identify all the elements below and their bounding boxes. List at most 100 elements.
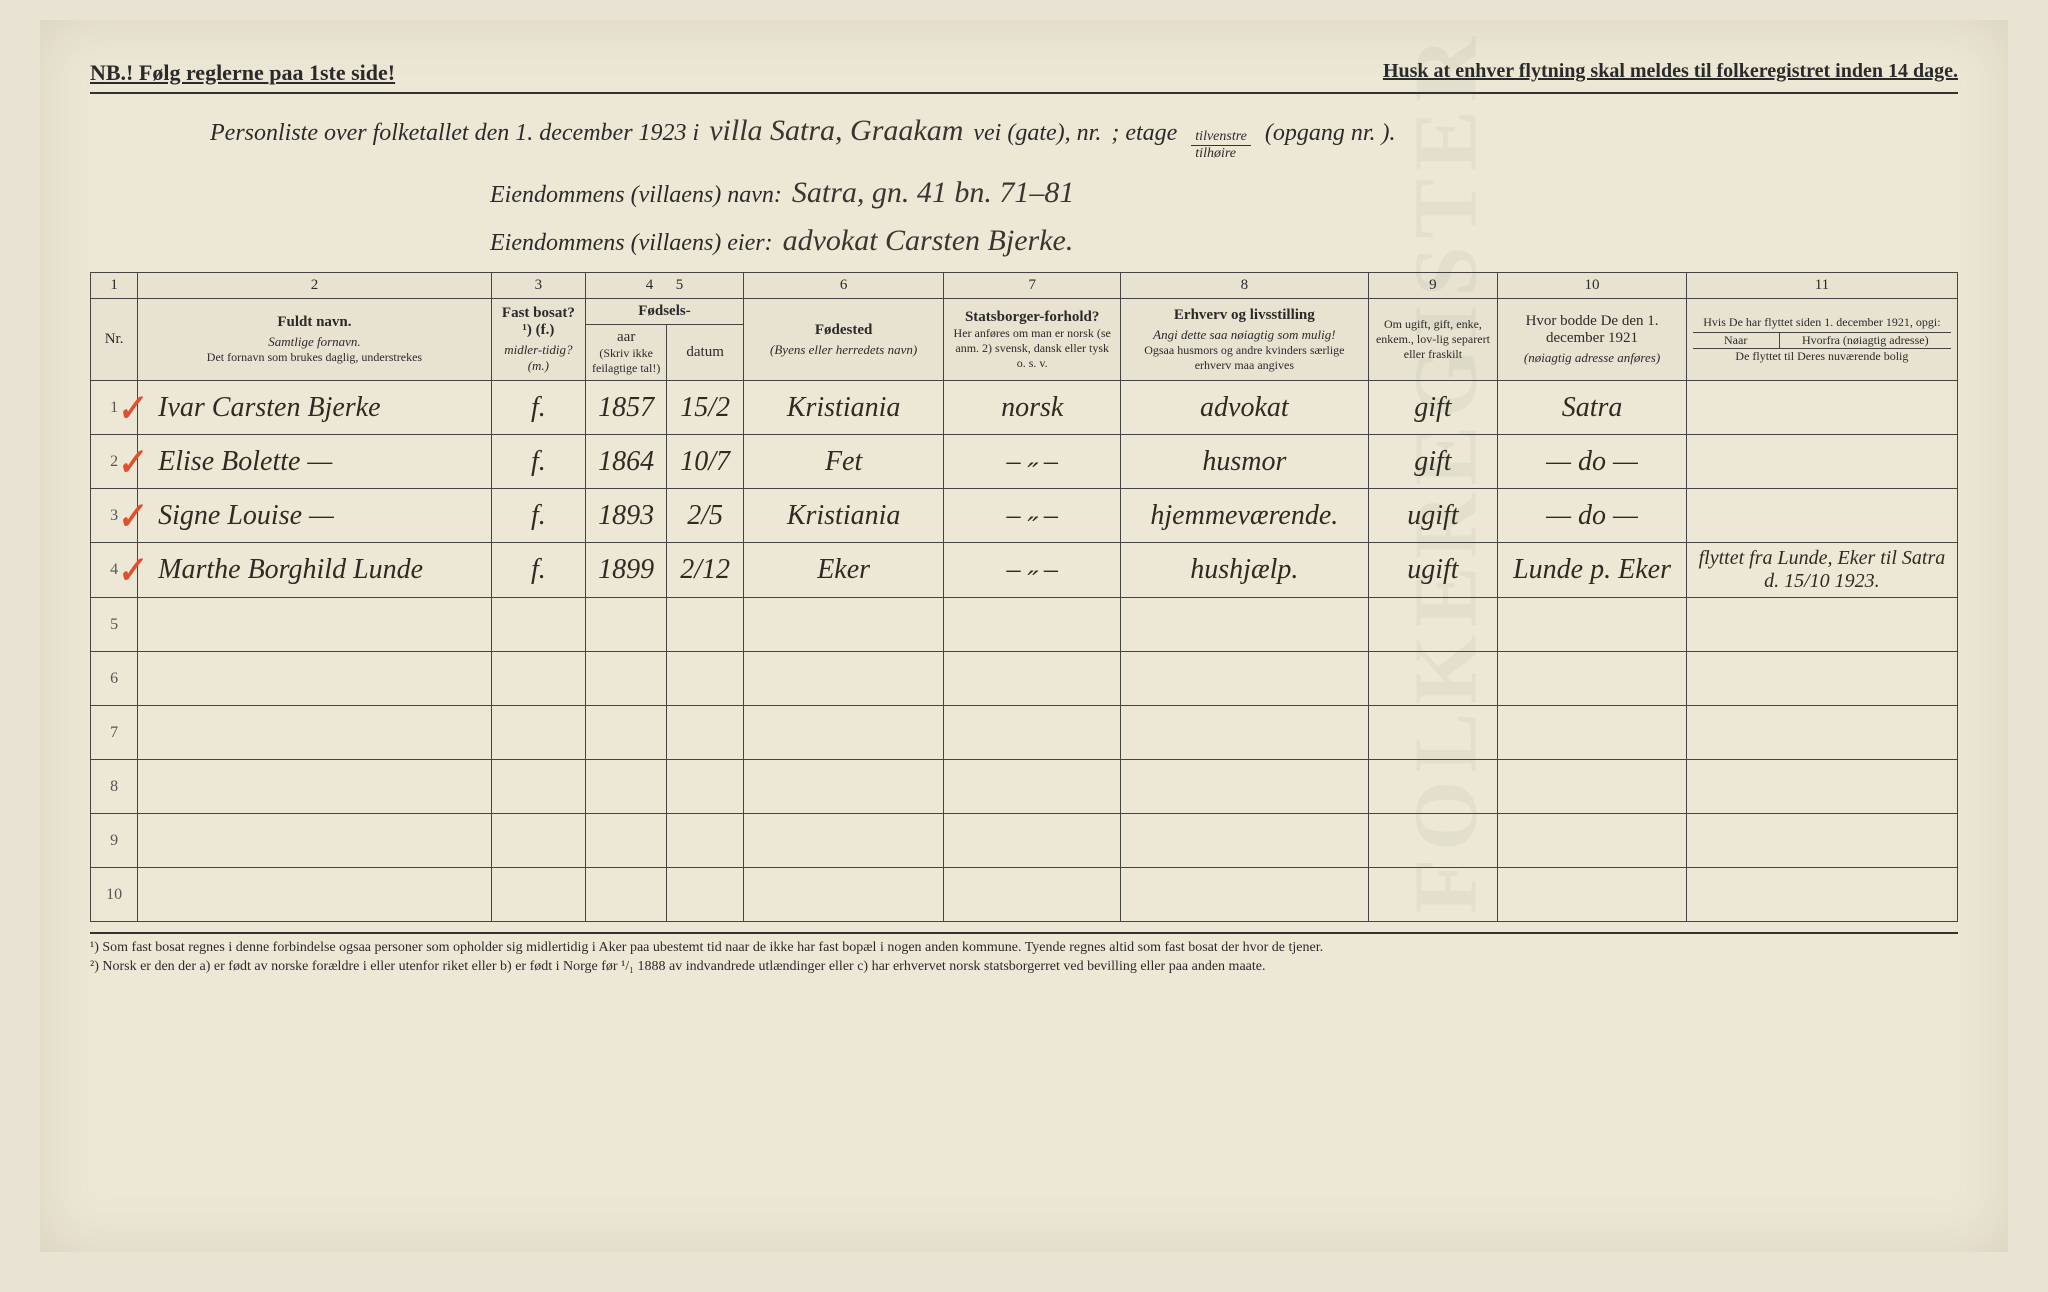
empty-cell <box>586 652 667 706</box>
empty-cell <box>1368 706 1498 760</box>
empty-cell <box>667 760 744 814</box>
cell-sted: Fet <box>743 435 943 489</box>
cell-1921: — do — <box>1498 435 1687 489</box>
cell-aar: 1893 <box>586 489 667 543</box>
empty-cell <box>944 814 1121 868</box>
empty-cell <box>491 706 585 760</box>
empty-cell <box>138 598 492 652</box>
cell-datum: 15/2 <box>667 381 744 435</box>
empty-cell <box>1686 598 1957 652</box>
empty-cell <box>944 598 1121 652</box>
empty-cell <box>743 652 943 706</box>
empty-cell <box>1686 706 1957 760</box>
empty-cell <box>491 868 585 922</box>
cell-stats: norsk <box>944 381 1121 435</box>
cell-moved: flyttet fra Lunde, Eker til Satra d. 15/… <box>1686 543 1957 598</box>
reminder-heading: Husk at enhver flytning skal meldes til … <box>1383 60 1958 86</box>
empty-cell <box>1121 706 1369 760</box>
etage-fraction: tilvenstre tilhøire <box>1191 129 1251 162</box>
empty-cell <box>743 760 943 814</box>
row-nr: 10 <box>91 868 138 922</box>
colnum: 11 <box>1686 273 1957 299</box>
empty-cell <box>586 868 667 922</box>
col-fodested: Fødested (Byens eller herredets navn) <box>743 299 943 381</box>
empty-cell <box>667 652 744 706</box>
empty-cell <box>944 652 1121 706</box>
cell-erhverv: hjemmeværende. <box>1121 489 1369 543</box>
empty-cell <box>944 868 1121 922</box>
col-1921: Hvor bodde De den 1. december 1921 (nøia… <box>1498 299 1687 381</box>
empty-cell <box>491 760 585 814</box>
cell-datum: 2/12 <box>667 543 744 598</box>
cell-gift: gift <box>1368 435 1498 489</box>
header-street-hand: villa Satra, Graakam <box>709 114 963 148</box>
table-row-empty: 6 <box>91 652 1958 706</box>
empty-cell <box>491 652 585 706</box>
row-nr: 8 <box>91 760 138 814</box>
header-line3-label: Eiendommens (villaens) eier: <box>490 230 773 257</box>
check-mark-icon: ✓ <box>113 549 147 593</box>
empty-cell <box>1368 868 1498 922</box>
table-row-empty: 7 <box>91 706 1958 760</box>
header-line2-label: Eiendommens (villaens) navn: <box>490 182 782 209</box>
col-fodsels: Fødsels- <box>586 299 744 325</box>
empty-cell <box>1368 814 1498 868</box>
empty-cell <box>1498 868 1687 922</box>
empty-cell <box>586 760 667 814</box>
empty-cell <box>1121 598 1369 652</box>
footnote-1: ¹) Som fast bosat regnes i denne forbind… <box>90 940 1958 956</box>
cell-gift: ugift <box>1368 489 1498 543</box>
empty-cell <box>743 706 943 760</box>
header-line1d: (opgang nr. ). <box>1265 120 1396 147</box>
check-mark-icon: ✓ <box>113 441 147 485</box>
empty-cell <box>586 598 667 652</box>
cell-sted: Kristiania <box>743 489 943 543</box>
col-nr: Nr. <box>91 299 138 381</box>
table-row: 4✓Marthe Borghild Lundef.18992/12Eker– ˶… <box>91 543 1958 598</box>
table-row-empty: 8 <box>91 760 1958 814</box>
empty-cell <box>743 814 943 868</box>
colnum: 1 <box>91 273 138 299</box>
cell-sted: Kristiania <box>743 381 943 435</box>
cell-fm: f. <box>491 381 585 435</box>
cell-datum: 2/5 <box>667 489 744 543</box>
col-erhverv: Erhverv og livsstilling Angi dette saa n… <box>1121 299 1369 381</box>
cell-name: ✓Marthe Borghild Lunde <box>138 543 492 598</box>
nb-heading: NB.! Følg reglerne paa 1ste side! <box>90 60 395 86</box>
table-row-empty: 5 <box>91 598 1958 652</box>
cell-erhverv: husmor <box>1121 435 1369 489</box>
empty-cell <box>1686 760 1957 814</box>
empty-cell <box>944 706 1121 760</box>
property-name-hand: Satra, gn. 41 bn. 71–81 <box>792 176 1075 210</box>
empty-cell <box>1498 652 1687 706</box>
empty-cell <box>667 814 744 868</box>
col-gift: Om ugift, gift, enke, enkem., lov-lig se… <box>1368 299 1498 381</box>
cell-1921: Lunde p. Eker <box>1498 543 1687 598</box>
empty-cell <box>1498 760 1687 814</box>
check-mark-icon: ✓ <box>113 495 147 539</box>
table-row-empty: 9 <box>91 814 1958 868</box>
empty-cell <box>491 814 585 868</box>
empty-cell <box>1498 706 1687 760</box>
empty-cell <box>944 760 1121 814</box>
header-line1c: ; etage <box>1111 120 1177 147</box>
col-fast: Fast bosat? ¹) (f.) midler-tidig? (m.) <box>491 299 585 381</box>
colnum: 4 5 <box>586 273 744 299</box>
colnum: 10 <box>1498 273 1687 299</box>
empty-cell <box>1121 814 1369 868</box>
table-row: 3✓Signe Louise —f.18932/5Kristiania– ˶ –… <box>91 489 1958 543</box>
col-name: Fuldt navn. Samtlige fornavn. Det fornav… <box>138 299 492 381</box>
cell-sted: Eker <box>743 543 943 598</box>
empty-cell <box>667 706 744 760</box>
row-nr: 9 <box>91 814 138 868</box>
empty-cell <box>138 760 492 814</box>
cell-stats: – ˶ – <box>944 489 1121 543</box>
property-owner-hand: advokat Carsten Bjerke. <box>783 224 1074 258</box>
cell-aar: 1864 <box>586 435 667 489</box>
census-table: 1 2 3 4 5 6 7 8 9 10 11 Nr. Fuldt navn. … <box>90 272 1958 922</box>
empty-cell <box>1368 598 1498 652</box>
cell-moved <box>1686 381 1957 435</box>
empty-cell <box>138 868 492 922</box>
colnum: 8 <box>1121 273 1369 299</box>
cell-1921: Satra <box>1498 381 1687 435</box>
